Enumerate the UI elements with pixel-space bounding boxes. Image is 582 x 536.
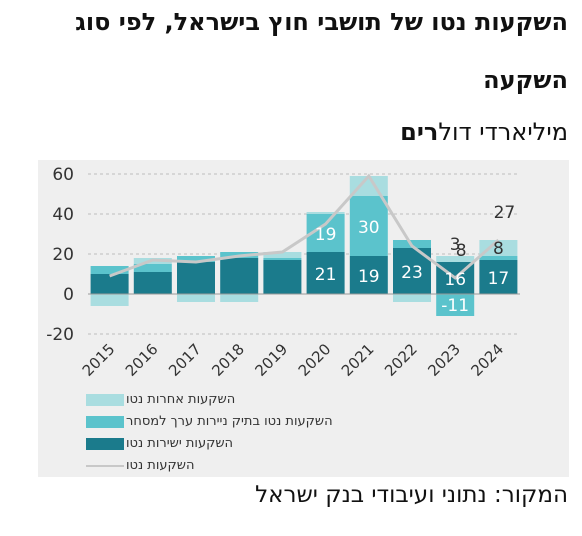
bar-direct [177,262,215,294]
bar-other [263,252,302,258]
legend-label-other: השקעות אחרות נטו [126,392,236,407]
x-tick-label: 2021 [338,340,378,380]
x-tick-label: 2022 [381,340,421,380]
data-label-other: 3 [450,235,461,255]
x-tick-label: 2016 [122,340,162,380]
bar-portfolio [436,294,475,316]
net-investment-line [109,173,500,280]
bar-direct [90,274,129,294]
chart-title-line2: השקעה [483,66,568,94]
legend-swatch-other [86,394,124,406]
bar-portfolio [177,256,215,262]
data-label-net: 27 [494,203,516,223]
data-label-direct: 16 [444,270,466,290]
subtitle-text: מיליארדי דול [438,118,568,146]
data-label-direct: 21 [315,265,337,285]
bar-direct [479,260,518,294]
x-tick-label: 2024 [467,340,507,380]
subtitle-bold-text: רים [400,118,439,146]
data-label-portfolio: -11 [441,296,469,316]
y-tick-label: 40 [52,205,74,225]
bar-other [177,294,215,302]
chart-source: המקור: נתוני ועיבודי בנק ישראל [255,482,568,508]
bar-portfolio [349,196,388,256]
x-tick-label: 2023 [424,340,464,380]
bar-direct [220,258,259,294]
bar-other [436,256,475,262]
bar-portfolio [90,266,129,274]
bar-other [479,240,518,256]
x-tick-label: 2020 [295,340,335,380]
bar-portfolio [479,256,518,260]
bar-direct [349,256,388,294]
x-tick-label: 2018 [208,340,248,380]
x-tick-label: 2019 [251,340,291,380]
x-tick-label: 2017 [165,340,205,380]
bar-other [90,294,129,306]
x-tick-label: 2015 [79,340,119,380]
data-label-direct: 19 [358,267,380,287]
bar-portfolio [263,258,302,260]
bar-direct [263,260,302,294]
bar-portfolio [133,264,172,272]
data-label-other: 8 [493,239,504,259]
data-label-portfolio: 19 [315,225,337,245]
chart-subtitle: מיליארדי דולרים [400,118,568,146]
data-label-portfolio: 30 [358,218,380,238]
bar-other [393,294,431,302]
y-tick-label: -20 [46,325,74,345]
legend-label-direct: השקעות ישירות נטו [126,436,234,451]
legend-swatch-direct [86,438,124,450]
y-tick-label: 20 [52,245,74,265]
legend-label-portfolio: השקעות נטו בתיק ניירות ערך למסחר [126,414,333,429]
legend-line-net [86,465,124,467]
legend-label-net: השקעות נטו [126,458,195,473]
y-tick-label: 60 [52,165,74,185]
legend-swatch-portfolio [86,416,124,428]
bar-other [306,212,345,214]
data-label-direct: 17 [488,269,510,289]
y-tick-label: 0 [63,285,74,305]
data-label-net: 8 [456,241,467,261]
chart-title-line1: השקעות נטו של תושבי חוץ בישראל, לפי סוג [75,8,568,36]
data-label-direct: 23 [401,263,423,283]
bar-direct [133,272,172,294]
chart-panel [38,160,569,477]
bar-other [220,294,259,302]
bar-direct [306,252,345,294]
